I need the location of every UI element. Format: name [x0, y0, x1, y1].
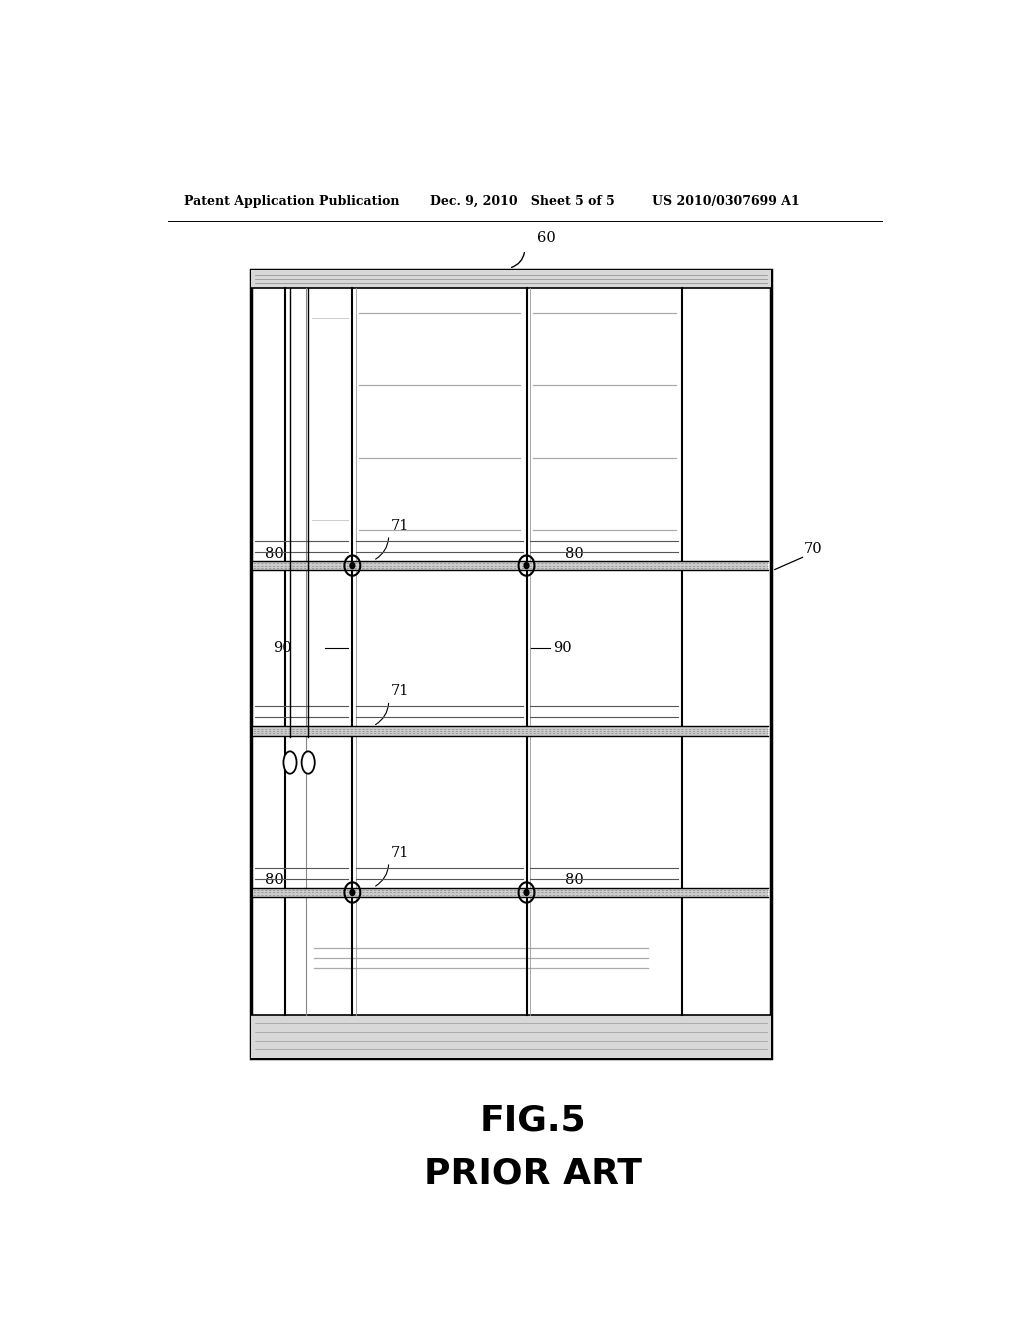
Text: 71: 71: [391, 685, 410, 698]
Circle shape: [350, 562, 354, 569]
Circle shape: [524, 562, 528, 569]
Text: 90: 90: [553, 642, 571, 655]
Bar: [251, 271, 771, 1057]
Bar: [253, 561, 768, 570]
Bar: [251, 1015, 771, 1057]
Text: PRIOR ART: PRIOR ART: [424, 1156, 642, 1191]
Text: 71: 71: [391, 846, 410, 859]
Ellipse shape: [302, 751, 314, 774]
Text: 80: 80: [564, 546, 584, 561]
Circle shape: [350, 890, 354, 895]
Text: 71: 71: [391, 519, 410, 533]
Text: US 2010/0307699 A1: US 2010/0307699 A1: [652, 194, 800, 207]
Text: 60: 60: [537, 231, 555, 244]
Bar: [251, 271, 771, 288]
Text: FIG.5: FIG.5: [479, 1104, 586, 1138]
Text: 80: 80: [265, 874, 284, 887]
Text: 80: 80: [265, 546, 284, 561]
Bar: [253, 888, 768, 898]
Bar: [253, 726, 768, 735]
Text: Dec. 9, 2010   Sheet 5 of 5: Dec. 9, 2010 Sheet 5 of 5: [430, 194, 614, 207]
Text: Patent Application Publication: Patent Application Publication: [183, 194, 399, 207]
Text: 70: 70: [804, 543, 822, 556]
Text: 80: 80: [564, 874, 584, 887]
Text: 90: 90: [273, 642, 292, 655]
Ellipse shape: [284, 751, 297, 774]
Circle shape: [524, 890, 528, 895]
